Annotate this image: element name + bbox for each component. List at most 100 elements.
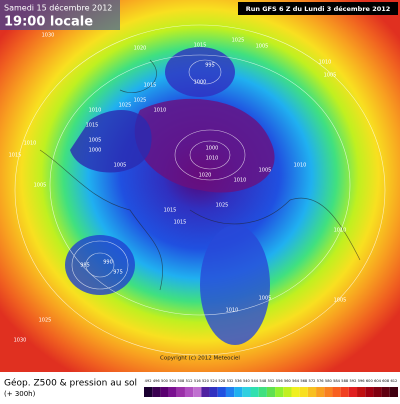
- isobar-label: 1015: [86, 123, 99, 129]
- legend-tick-label: 608: [382, 379, 390, 383]
- lead-time: (+ 300h): [4, 390, 36, 398]
- legend-swatch: [365, 387, 374, 397]
- isobar-label: 1005: [114, 163, 127, 169]
- isobar-label: 1020: [134, 46, 147, 52]
- isobar-label: 1025: [39, 318, 52, 324]
- legend-tick-label: 504: [169, 379, 177, 383]
- isobar-label: 1000: [194, 80, 207, 86]
- isobar-label: 1010: [226, 308, 239, 314]
- legend-tick-label: 568: [300, 379, 308, 383]
- legend-swatch: [307, 387, 317, 397]
- legend-tick-label: 600: [366, 379, 374, 383]
- trough: [200, 225, 270, 345]
- isobar-label: 1010: [89, 108, 102, 114]
- legend-tick-label: 584: [333, 379, 341, 383]
- legend-swatch: [152, 387, 161, 397]
- legend-tick-label: 560: [284, 379, 292, 383]
- legend-swatch: [291, 387, 300, 397]
- isobar-label: 1020: [199, 173, 212, 179]
- run-info: Run GFS 6 Z du Lundi 3 décembre 2012: [246, 5, 391, 13]
- field-name: Géop. Z500 & pression au sol: [4, 378, 137, 389]
- legend-swatch: [266, 387, 276, 397]
- isobar-label: 1005: [334, 298, 347, 304]
- legend-swatch: [348, 387, 358, 397]
- legend-swatch: [316, 387, 325, 397]
- isobar-label: 1010: [334, 228, 347, 234]
- legend-swatch: [160, 387, 169, 397]
- isobar-label: 985: [80, 263, 90, 269]
- legend-swatch: [168, 387, 177, 397]
- legend-swatch: [340, 387, 349, 397]
- isobar-label: 1010: [24, 141, 37, 147]
- isobar-label: 1030: [14, 338, 27, 344]
- isobar-label: 1010: [206, 156, 219, 162]
- isobar-label: 1015: [194, 43, 207, 49]
- legend-tick-label: 508: [177, 379, 185, 383]
- legend-swatch: [193, 387, 202, 397]
- isobar-label: 1015: [174, 220, 187, 226]
- isobar-label: 1025: [232, 38, 245, 44]
- isobar-label: 1010: [234, 178, 247, 184]
- isobar-label: 1025: [134, 98, 147, 104]
- legend-swatch: [275, 387, 284, 397]
- legend-swatch: [332, 387, 341, 397]
- legend-swatch: [299, 387, 308, 397]
- legend-tick-label: 500: [161, 379, 169, 383]
- legend-tick-label: 592: [350, 379, 357, 383]
- legend-swatch: [242, 387, 251, 397]
- isobar-label: 1010: [154, 108, 167, 114]
- legend-swatch: [381, 387, 390, 397]
- isobar-label: 1010: [319, 60, 332, 66]
- legend-swatch: [324, 387, 333, 397]
- low-core: [65, 235, 135, 295]
- legend-tick-label: 552: [268, 379, 275, 383]
- isobar-label: 1005: [256, 44, 269, 50]
- legend-swatch: [373, 387, 382, 397]
- isobar-label: 1015: [164, 208, 177, 214]
- legend-swatch: [234, 387, 243, 397]
- legend-tick-label: 576: [317, 379, 325, 383]
- legend-swatch: [144, 387, 153, 397]
- isobar-label: 1015: [9, 153, 22, 159]
- legend-tick-label: 540: [243, 379, 251, 383]
- isobar-label: 1025: [119, 103, 132, 109]
- copyright: Copyright (c) 2012 Meteociel: [160, 356, 240, 362]
- legend-tick-label: 556: [276, 379, 284, 383]
- legend-swatch: [184, 387, 194, 397]
- legend-swatch: [283, 387, 292, 397]
- isobar-label: 995: [205, 63, 215, 69]
- legend-tick-label: 588: [341, 379, 349, 383]
- legend-tick-label: 596: [358, 379, 366, 383]
- legend-tick-label: 532: [227, 379, 234, 383]
- isobar-label: 1025: [216, 203, 229, 209]
- isobar-label: 1005: [89, 138, 102, 144]
- legend-tick-label: 520: [202, 379, 210, 383]
- isobar-label: 1015: [144, 83, 157, 89]
- legend-swatch: [389, 387, 398, 397]
- legend-swatch: [209, 387, 218, 397]
- isobar-label: 1005: [259, 296, 272, 302]
- legend-swatch: [258, 387, 267, 397]
- legend-tick-label: 544: [251, 379, 259, 383]
- isobar-label: 1005: [34, 183, 47, 189]
- legend-swatch: [250, 387, 259, 397]
- coastlines: [39, 59, 361, 291]
- run-box: [238, 2, 398, 15]
- isobars: [14, 24, 386, 356]
- legend-tick-label: 580: [325, 379, 333, 383]
- isobar-label: 1000: [89, 148, 102, 154]
- isobar-label: 1030: [42, 33, 55, 39]
- legend-tick-label: 492: [145, 379, 152, 383]
- legend-tick-label: 512: [186, 379, 193, 383]
- isobar-label: 990: [103, 260, 113, 266]
- date-box: [0, 0, 120, 30]
- legend-tick-label: 572: [309, 379, 316, 383]
- legend-tick-label: 524: [210, 379, 218, 383]
- legend-tick-label: 516: [194, 379, 202, 383]
- legend-tick-label: 604: [374, 379, 382, 383]
- legend-tick-label: 528: [218, 379, 226, 383]
- legend-tick-label: 496: [153, 379, 161, 383]
- trough: [165, 47, 235, 97]
- legend-tick-label: 564: [292, 379, 300, 383]
